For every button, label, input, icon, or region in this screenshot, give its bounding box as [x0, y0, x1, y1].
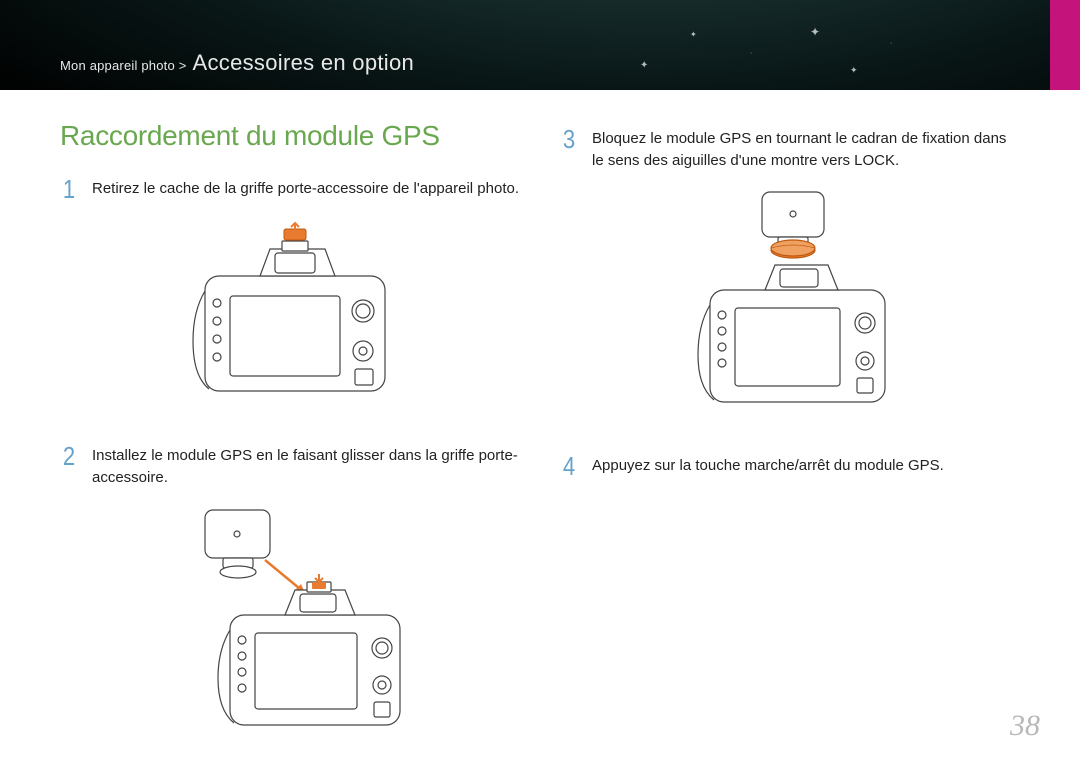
- illustration-2: [60, 505, 520, 740]
- header-band: ✦ ✦ · ✦ ✦ · Mon appareil photo > Accesso…: [0, 0, 1080, 90]
- step-1: 1 Retirez le cache de la griffe porte-ac…: [60, 176, 520, 202]
- camera-illustration-2: [165, 505, 415, 740]
- left-column: Raccordement du module GPS 1 Retirez le …: [60, 120, 520, 770]
- step-number: 1: [61, 176, 76, 202]
- step-text: Bloquez le module GPS en tournant le cad…: [592, 126, 1020, 172]
- breadcrumb-main: Accessoires en option: [193, 50, 415, 76]
- step-number: 4: [561, 453, 576, 479]
- step-2: 2 Installez le module GPS en le faisant …: [60, 443, 520, 489]
- step-text: Retirez le cache de la griffe porte-acce…: [92, 176, 519, 200]
- camera-illustration-1: [175, 221, 405, 411]
- page-number: 38: [1010, 709, 1040, 743]
- breadcrumb: Mon appareil photo > Accessoires en opti…: [60, 50, 414, 76]
- step-text: Appuyez sur la touche marche/arrêt du mo…: [592, 453, 944, 477]
- right-column: 3 Bloquez le module GPS en tournant le c…: [560, 120, 1020, 770]
- step-3: 3 Bloquez le module GPS en tournant le c…: [560, 126, 1020, 172]
- illustration-1: [60, 218, 520, 413]
- breadcrumb-prefix: Mon appareil photo >: [60, 58, 187, 73]
- illustration-3: [560, 188, 1020, 423]
- step-number: 3: [561, 126, 576, 152]
- step-number: 2: [61, 443, 76, 469]
- step-text: Installez le module GPS en le faisant gl…: [92, 443, 520, 489]
- section-title: Raccordement du module GPS: [60, 120, 520, 152]
- decorative-sparkles: ✦ ✦ · ✦ ✦ ·: [630, 10, 930, 90]
- page-content: Raccordement du module GPS 1 Retirez le …: [0, 90, 1080, 770]
- magenta-side-tab: [1050, 0, 1080, 90]
- step-4: 4 Appuyez sur la touche marche/arrêt du …: [560, 453, 1020, 479]
- camera-illustration-3: [670, 190, 910, 420]
